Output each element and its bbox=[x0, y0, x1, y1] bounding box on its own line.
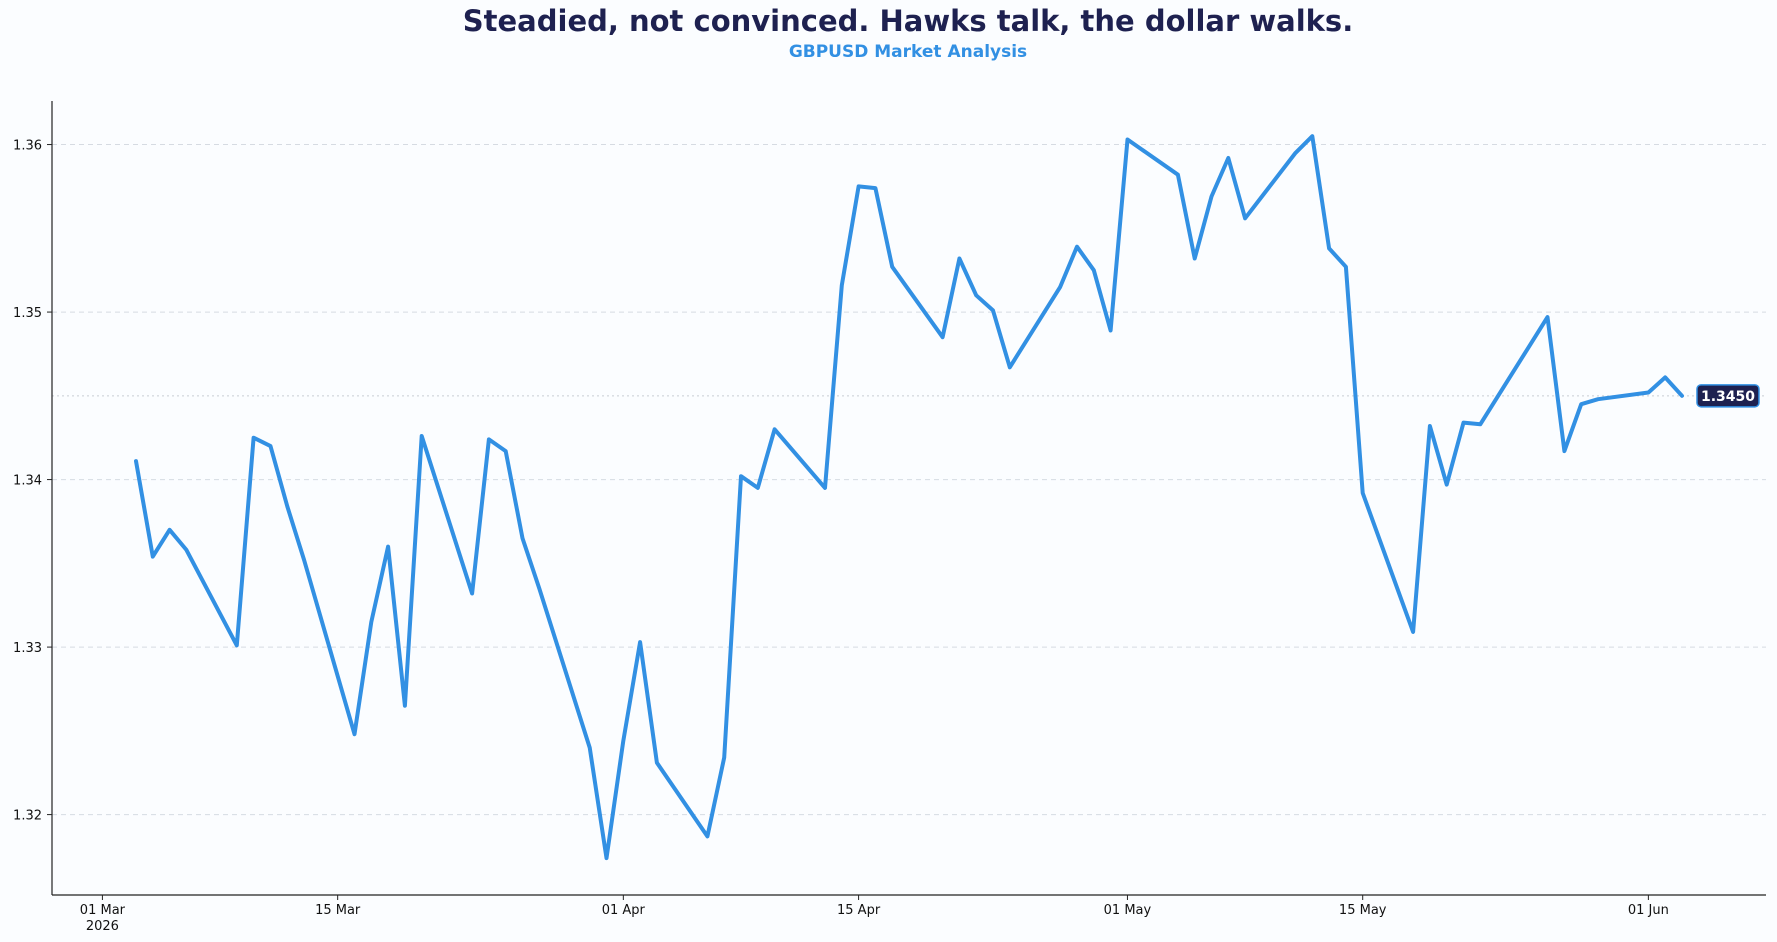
y-tick-label: 1.32 bbox=[13, 809, 42, 824]
chart-title: Steadied, not convinced. Hawks talk, the… bbox=[463, 4, 1353, 38]
series-line bbox=[134, 134, 1684, 861]
grid-layer bbox=[52, 144, 1766, 816]
y-tick-label: 1.34 bbox=[13, 474, 42, 489]
x-tick-label: 01 Apr bbox=[602, 903, 646, 918]
x-tick-sublabel: 2026 bbox=[86, 919, 119, 934]
last-value-label: 1.3450 bbox=[1696, 384, 1760, 408]
x-tick-label: 15 Mar bbox=[315, 903, 361, 918]
y-tick-label: 1.33 bbox=[13, 641, 42, 656]
last-value-badge bbox=[1696, 384, 1760, 408]
y-tick-label: 1.35 bbox=[13, 306, 42, 321]
series-layer bbox=[134, 134, 1684, 861]
last-value-text: 1.3450 bbox=[1701, 389, 1755, 405]
y-tick-label: 1.36 bbox=[13, 139, 42, 154]
x-tick-label: 15 Apr bbox=[837, 903, 881, 918]
label-layer: 1.3450 bbox=[1696, 384, 1760, 408]
x-tick-label: 01 May bbox=[1104, 903, 1152, 918]
chart-subtitle: GBPUSD Market Analysis bbox=[789, 42, 1027, 62]
x-tick-label: 15 May bbox=[1339, 903, 1387, 918]
x-tick-label: 01 Jun bbox=[1628, 903, 1669, 918]
x-tick-label: 01 Mar bbox=[80, 903, 126, 918]
